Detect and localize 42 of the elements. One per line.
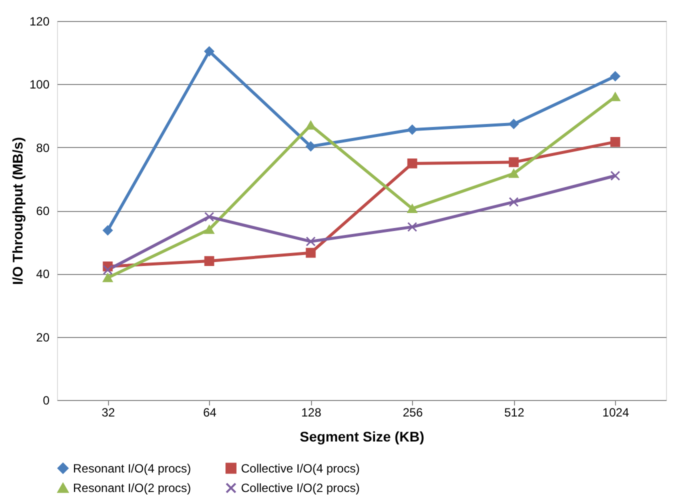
point	[610, 92, 620, 102]
y-tick-label: 80	[36, 140, 50, 155]
point	[306, 236, 316, 246]
point	[407, 222, 418, 232]
point	[102, 264, 113, 275]
y-tick-label: 60	[36, 204, 50, 218]
point	[102, 225, 113, 236]
x-tick-label: 64	[203, 406, 217, 420]
point	[508, 169, 519, 178]
point	[610, 137, 620, 147]
x-tick-label: 256	[402, 406, 424, 420]
point	[508, 157, 519, 168]
point	[306, 248, 316, 258]
legend-label: Collective I/O(2 procs)	[241, 481, 360, 495]
point	[508, 197, 519, 207]
point	[204, 46, 214, 56]
x-tick-label: 1024	[602, 406, 630, 420]
point	[204, 212, 214, 222]
y-tick-label: 40	[36, 267, 50, 282]
point	[508, 119, 519, 129]
point	[306, 120, 316, 130]
x-tick-label: 512	[504, 406, 525, 420]
x-tick-label: 32	[102, 406, 116, 420]
y-axis-title: I/O Throughput (MB/s)	[9, 137, 26, 285]
point	[407, 204, 418, 213]
y-tick-label: 20	[36, 330, 50, 344]
x-axis-title: Segment Size (KB)	[300, 428, 424, 444]
y-tick-label: 0	[42, 394, 50, 408]
point	[610, 71, 620, 82]
legend-label: Collective I/O(4 procs)	[241, 461, 360, 476]
point	[204, 225, 214, 234]
legend-label: Resonant I/O(2 procs)	[73, 481, 192, 495]
point	[407, 158, 418, 168]
legend-label: Resonant I/O(4 procs)	[73, 461, 192, 476]
point	[204, 256, 214, 266]
point	[610, 170, 620, 181]
point	[102, 273, 113, 282]
x-tick-label: 128	[301, 406, 322, 420]
y-tick-label: 120	[29, 14, 50, 28]
point	[306, 141, 316, 152]
point	[407, 124, 418, 135]
y-tick-label: 100	[29, 78, 50, 92]
